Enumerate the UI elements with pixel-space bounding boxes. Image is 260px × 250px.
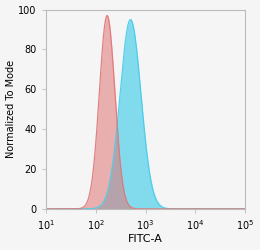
X-axis label: FITC-A: FITC-A bbox=[128, 234, 163, 244]
Y-axis label: Normalized To Mode: Normalized To Mode bbox=[5, 60, 16, 158]
